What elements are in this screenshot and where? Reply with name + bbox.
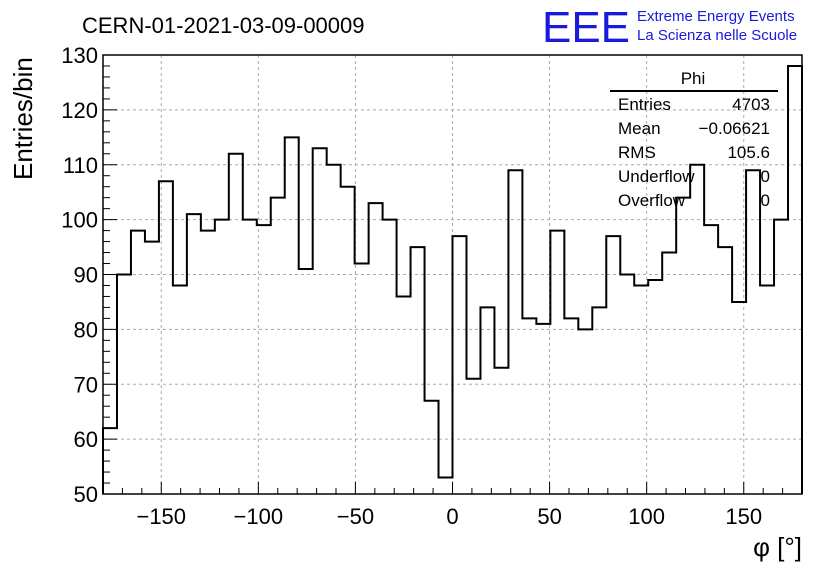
x-axis-ticks: −150 −100 −50 0 50 100 150 [121,482,784,529]
histogram-bin [173,285,187,494]
histogram-bin [774,220,788,494]
histogram-bin [718,247,732,494]
histogram-bin [313,148,327,494]
histogram-bin [299,269,313,494]
y-tick-label: 80 [74,317,98,342]
y-axis-ticks: 50 60 70 80 90 100 110 120 130 [61,43,117,507]
x-tick-label: 0 [446,504,458,529]
histogram-bin [494,368,508,494]
y-axis-title: Entries/bin [8,57,38,180]
stats-value: 0 [761,167,770,186]
histogram-bin [536,324,550,494]
histogram-bin [257,225,271,494]
stats-label: RMS [618,143,656,162]
logo-mark: EEE [542,3,630,52]
histogram-bin [145,242,159,494]
x-tick-label: 50 [537,504,561,529]
y-tick-label: 110 [63,153,98,178]
stats-label: Underflow [618,167,695,186]
histogram-bin [271,198,285,494]
histogram-bin [229,154,243,494]
histogram-bin [439,478,453,494]
y-tick-label: 120 [61,98,98,123]
stats-title: Phi [681,69,706,88]
histogram-bin [550,231,564,494]
logo-line1: Extreme Energy Events [637,8,795,25]
x-tick-label: 100 [628,504,665,529]
histogram-bin [788,66,802,494]
histogram-bin [760,285,774,494]
histogram-bin [215,220,229,494]
histogram-bin [508,170,522,494]
histogram-bin [411,247,425,494]
histogram-bin [397,296,411,494]
stats-label: Mean [618,119,661,138]
histogram-outline [102,64,803,494]
x-tick-label: −50 [337,504,374,529]
histogram-bin [564,318,578,494]
histogram-bin [355,264,369,494]
x-tick-label: −100 [234,504,284,529]
stats-box: Phi Entries 4703 Mean −0.06621 RMS 105.6 Under… [610,69,778,210]
eee-logo: EEE Extreme Energy Events La Scienza nel… [542,3,797,52]
y-tick-label: 50 [74,482,98,507]
y-tick-label: 60 [74,427,98,452]
y-tick-label: 90 [74,263,98,288]
y-tick-label: 100 [61,208,98,233]
stats-label: Entries [618,95,671,114]
histogram-bin [131,231,145,494]
histogram-bin [369,203,383,494]
stats-value: 105.6 [727,143,770,162]
logo-line2: La Scienza nelle Scuole [637,27,797,44]
x-tick-label: 150 [725,504,762,529]
stats-rows: Entries 4703 Mean −0.06621 RMS 105.6 Underflow… [618,95,770,210]
histogram-bin [676,198,690,494]
stats-label: Overflow [618,191,686,210]
histogram-bin [285,137,299,494]
histogram-bin [243,220,257,494]
x-axis-title: φ [°] [753,532,802,562]
histogram-bin [201,231,215,494]
histogram-bin [746,170,760,494]
y-tick-label: 70 [74,372,98,397]
histogram-bin [341,187,355,494]
stats-value: 4703 [732,95,770,114]
histogram-bin [592,307,606,494]
histogram-bin [634,285,648,494]
x-tick-label: −150 [136,504,186,529]
histogram-bin [578,329,592,494]
histogram-bin [466,379,480,494]
chart-title: CERN-01-2021-03-09-00009 [82,13,365,38]
histogram-bin [662,253,676,494]
histogram-bin [187,214,201,494]
stats-value: 0 [761,191,770,210]
y-tick-label: 130 [61,43,98,68]
histogram-bin [425,401,439,494]
histogram-bin [480,307,494,494]
histogram-bin [704,225,718,494]
stats-value: −0.06621 [699,119,770,138]
histogram-bin [522,318,536,494]
histogram-bin [648,280,662,494]
histogram-bin [383,220,397,494]
